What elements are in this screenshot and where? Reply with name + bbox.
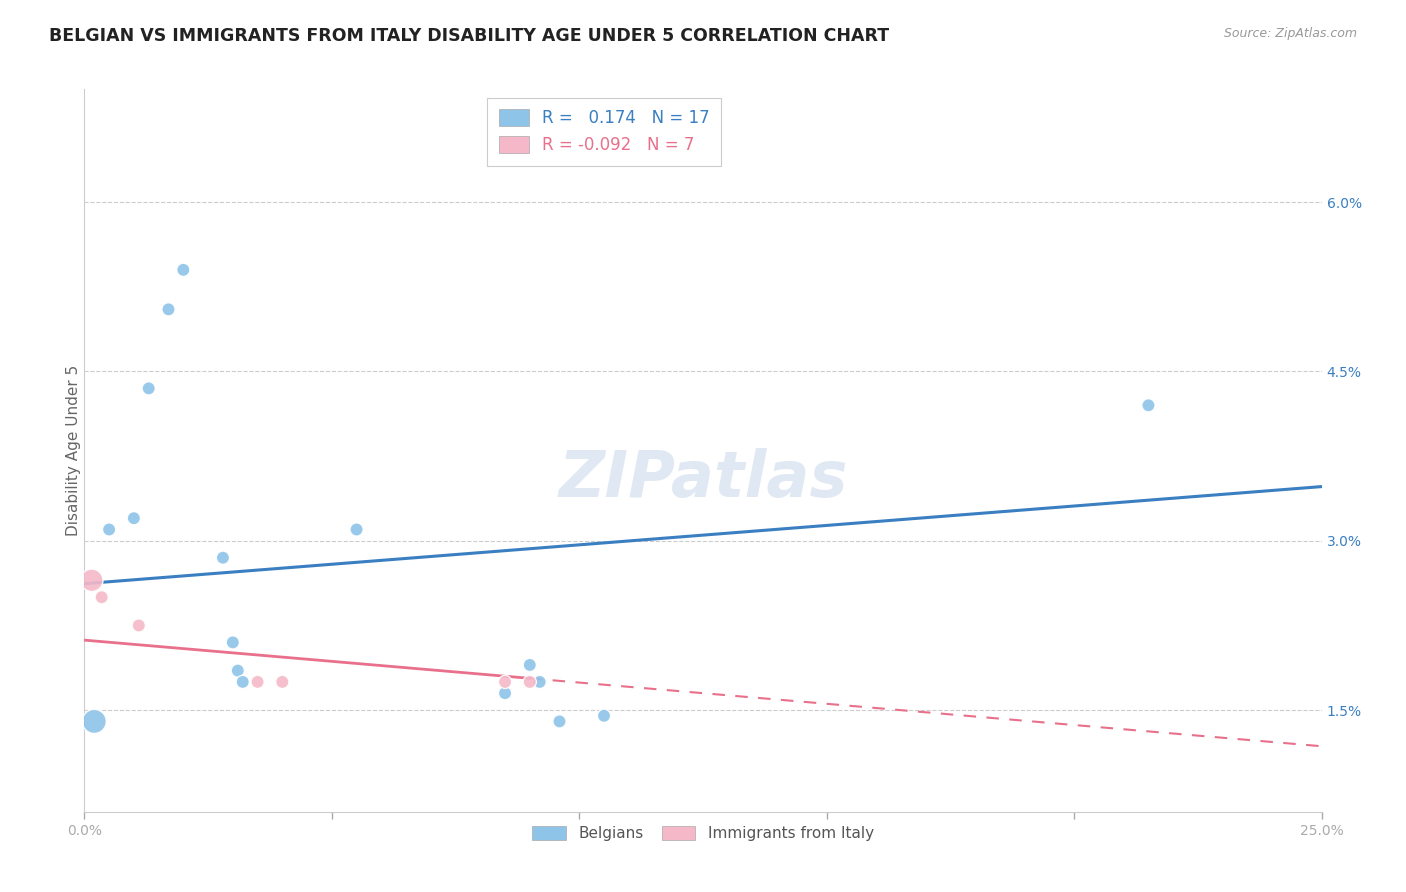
Point [157,302,180,317]
Point [1137,398,1160,412]
Y-axis label: Disability Age Under 5: Disability Age Under 5 [66,365,80,536]
Point [246,674,269,689]
Point [122,511,145,525]
Point [232,674,254,689]
Point [519,674,541,689]
Legend: Belgians, Immigrants from Italy: Belgians, Immigrants from Italy [526,820,880,847]
Point [494,674,516,689]
Point [212,550,235,565]
Point [172,262,194,277]
Point [271,674,294,689]
Point [529,674,551,689]
Point [138,381,160,395]
Text: BELGIAN VS IMMIGRANTS FROM ITALY DISABILITY AGE UNDER 5 CORRELATION CHART: BELGIAN VS IMMIGRANTS FROM ITALY DISABIL… [49,27,890,45]
Point [346,523,368,537]
Point [519,657,541,672]
Text: Source: ZipAtlas.com: Source: ZipAtlas.com [1223,27,1357,40]
Point [226,664,249,678]
Text: ZIPatlas: ZIPatlas [558,449,848,510]
Point [548,714,571,729]
Point [98,523,121,537]
Point [128,618,150,632]
Point [593,708,616,723]
Point [494,686,516,700]
Point [80,574,103,588]
Point [222,635,245,649]
Point [90,591,112,605]
Point [83,714,105,729]
